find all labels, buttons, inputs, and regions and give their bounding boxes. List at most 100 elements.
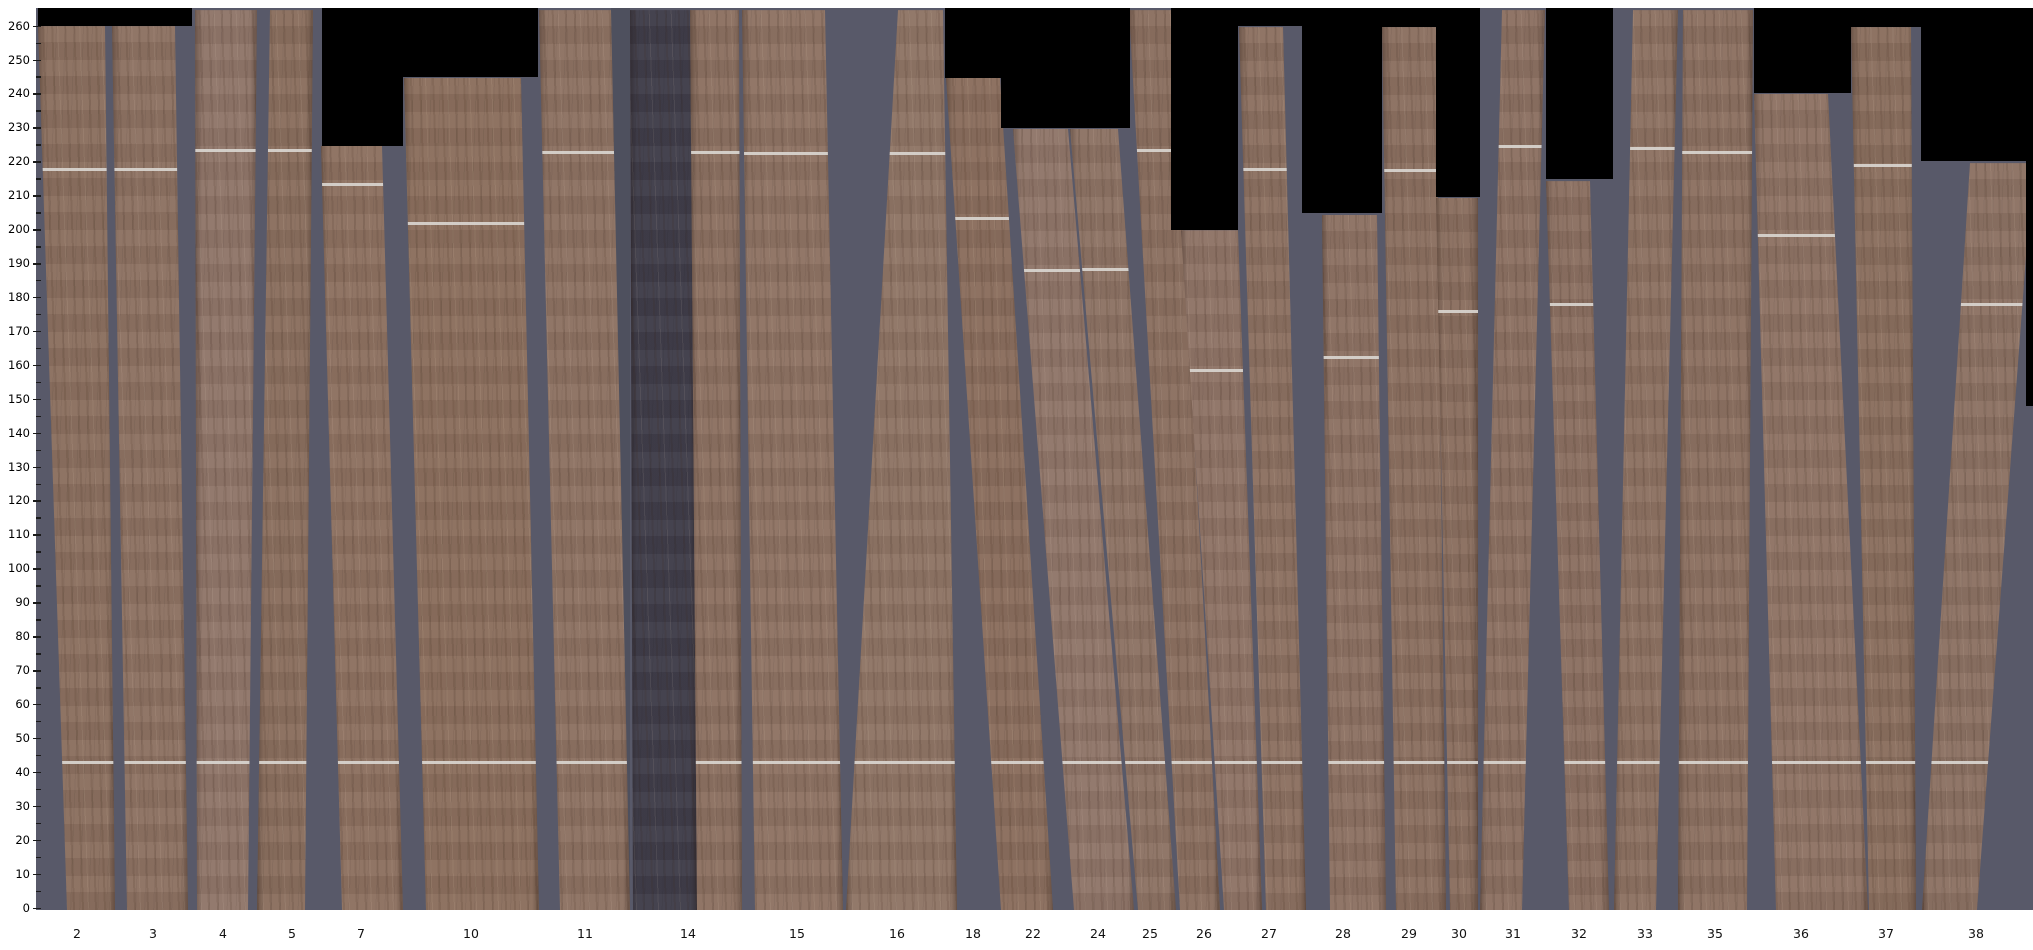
chalk-mark-line [1480, 145, 1545, 149]
x-axis-label: 16 [889, 926, 905, 941]
x-axis-label: 25 [1142, 926, 1158, 941]
black-mask [1436, 8, 1480, 197]
chalk-mark-line [1129, 761, 1220, 765]
y-axis-major-tick [33, 59, 41, 61]
y-axis-major-tick [33, 330, 41, 333]
y-axis-major-tick [33, 907, 41, 909]
board-28 [1322, 214, 1386, 910]
y-axis-major-tick [33, 466, 41, 469]
y-axis-major-tick [33, 127, 41, 129]
x-axis-label: 30 [1451, 926, 1467, 941]
y-axis-minor-tick [36, 144, 41, 146]
chalk-mark-line [1754, 233, 1868, 237]
board-3 [112, 26, 188, 910]
chalk-mark-line [404, 221, 539, 225]
y-axis-tick-label: 220 [8, 154, 30, 169]
y-axis-major-tick [33, 534, 41, 536]
y-axis-major-tick [33, 602, 41, 604]
black-mask [1238, 8, 1302, 27]
chalk-mark-line [257, 148, 313, 152]
x-axis-label: 31 [1505, 926, 1521, 941]
y-axis-major-tick [33, 296, 41, 299]
x-axis-label: 14 [680, 926, 696, 941]
y-axis-major-tick [33, 500, 41, 502]
y-axis-tick-label: 250 [8, 52, 30, 67]
y-axis-tick-label: 20 [15, 832, 30, 847]
y-axis-tick-label: 170 [8, 323, 30, 338]
x-axis-label: 2 [73, 926, 81, 941]
chalk-mark-line [946, 216, 1053, 220]
chalk-mark-line [539, 761, 630, 765]
chalk-mark-line [1678, 150, 1753, 154]
chalk-mark-line [321, 761, 403, 765]
chalk-mark-line [195, 761, 257, 765]
x-axis-label: 7 [357, 926, 365, 941]
x-axis-label: 32 [1571, 926, 1587, 941]
y-axis-major-tick [33, 364, 41, 367]
y-axis-tick-label: 90 [15, 595, 30, 610]
board-10 [404, 77, 539, 910]
x-axis-label: 37 [1878, 926, 1894, 941]
y-axis-major-tick [33, 161, 41, 163]
y-axis-tick-label: 240 [8, 86, 30, 101]
chalk-mark-line [1480, 761, 1545, 765]
y-axis-minor-tick [36, 483, 41, 485]
y-axis-tick-label: 10 [15, 866, 30, 881]
y-axis-minor-tick [36, 212, 41, 214]
y-axis-tick-label: 120 [8, 493, 30, 508]
y-axis-tick-label: 100 [8, 561, 30, 576]
board-dark [630, 10, 697, 910]
black-mask [1001, 8, 1130, 128]
chalk-mark-line [1322, 761, 1386, 765]
x-axis-label: 3 [149, 926, 157, 941]
y-axis-tick-label: 50 [15, 730, 30, 745]
chalk-mark-line [1614, 761, 1678, 765]
chalk-mark-line [846, 152, 957, 156]
y-axis-minor-tick [36, 687, 41, 689]
y-axis-tick-label: 140 [8, 425, 30, 440]
chalk-mark-line [742, 761, 843, 765]
x-axis-label: 5 [288, 926, 296, 941]
x-axis-label: 11 [577, 926, 593, 941]
y-axis-minor-tick [36, 856, 41, 859]
y-axis-tick-label: 200 [8, 222, 30, 237]
chalk-mark-line [690, 150, 742, 154]
x-axis-label: 35 [1707, 926, 1723, 941]
y-axis-major-tick [33, 195, 41, 197]
x-axis-label: 10 [463, 926, 479, 941]
chalk-mark-line [257, 761, 313, 765]
chalk-mark-line [1922, 303, 2033, 307]
black-mask [2026, 160, 2033, 406]
chalk-mark-line [1851, 761, 1916, 765]
black-mask [38, 8, 192, 27]
y-axis-tick-label: 160 [8, 357, 30, 372]
x-axis-label: 15 [789, 926, 805, 941]
y-axis-minor-tick [36, 822, 41, 825]
black-mask [1171, 8, 1238, 231]
x-axis-label: 33 [1637, 926, 1653, 941]
black-mask [1382, 8, 1436, 27]
chalk-mark-line [1851, 164, 1916, 168]
x-axis-label: 18 [965, 926, 981, 941]
chalk-mark-line [1070, 267, 1176, 271]
chalk-mark-line [195, 148, 257, 152]
y-axis-major-tick [33, 398, 41, 401]
board-4 [195, 10, 257, 910]
y-axis-major-tick [33, 25, 41, 28]
y-axis-minor-tick [36, 279, 41, 282]
y-axis-minor-tick [36, 517, 41, 519]
black-mask [1921, 8, 2033, 161]
y-axis-minor-tick [36, 42, 41, 45]
y-axis-major-tick [33, 670, 41, 672]
chalk-mark-line [1546, 303, 1609, 307]
black-mask [403, 8, 538, 77]
y-axis-major-tick [33, 432, 41, 435]
x-axis-label: 27 [1261, 926, 1277, 941]
chalk-mark-line [1013, 761, 1134, 765]
y-axis-minor-tick [36, 76, 41, 78]
board-14 [690, 10, 742, 910]
y-axis-minor-tick [36, 415, 41, 418]
black-mask [1302, 8, 1382, 213]
y-axis-minor-tick [36, 551, 41, 553]
